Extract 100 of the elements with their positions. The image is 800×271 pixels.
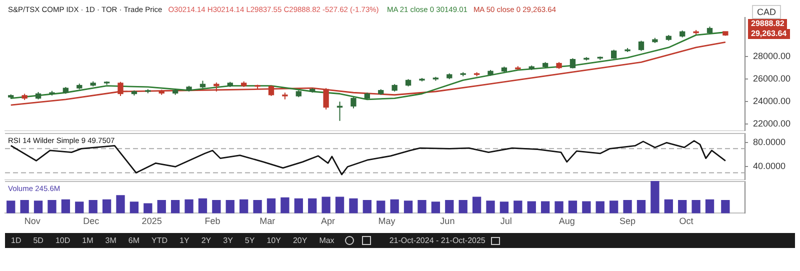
bar bbox=[486, 200, 495, 214]
bar bbox=[582, 201, 591, 214]
x-tick-label: Nov bbox=[24, 216, 41, 226]
bar bbox=[116, 195, 125, 214]
bar bbox=[376, 200, 386, 214]
bar bbox=[445, 200, 454, 214]
bar bbox=[568, 200, 578, 214]
bar bbox=[212, 200, 221, 214]
text: 6M bbox=[127, 236, 141, 245]
bar bbox=[240, 199, 248, 214]
bar bbox=[34, 200, 43, 214]
bar bbox=[390, 199, 399, 214]
y-tick-label: 26000.00 bbox=[753, 74, 791, 84]
bar bbox=[500, 202, 509, 214]
candlestick bbox=[474, 72, 480, 77]
bar bbox=[636, 200, 646, 214]
candlestick bbox=[460, 72, 466, 77]
bar bbox=[362, 200, 372, 214]
bar bbox=[322, 196, 330, 214]
bar bbox=[294, 198, 303, 214]
text: 3Y bbox=[222, 236, 234, 245]
x-tick-label: Feb bbox=[204, 216, 220, 226]
bar bbox=[664, 199, 673, 214]
candlestick bbox=[638, 40, 644, 52]
text: Max bbox=[318, 236, 336, 245]
text: 20Y bbox=[292, 236, 308, 245]
y-tick-label: 22000.00 bbox=[753, 118, 791, 129]
bar bbox=[514, 200, 522, 214]
bar bbox=[623, 200, 632, 214]
bar bbox=[335, 196, 344, 214]
x-tick-label: Jun bbox=[440, 216, 455, 226]
bar bbox=[554, 201, 564, 214]
candlestick bbox=[241, 80, 247, 88]
bar bbox=[198, 198, 208, 214]
x-tick-label: Oct bbox=[679, 216, 694, 226]
bar bbox=[404, 200, 413, 214]
candlestick bbox=[131, 90, 138, 96]
bar bbox=[678, 200, 687, 214]
bar bbox=[170, 200, 180, 214]
bar bbox=[280, 197, 290, 214]
bar bbox=[308, 198, 317, 214]
candlestick bbox=[570, 58, 576, 68]
text: 5Y bbox=[244, 236, 256, 245]
text: 1M bbox=[81, 236, 94, 245]
bar bbox=[692, 200, 700, 214]
bar bbox=[418, 200, 426, 214]
candlestick bbox=[158, 89, 164, 96]
bar bbox=[610, 200, 618, 214]
candlestick bbox=[8, 94, 14, 100]
bar bbox=[20, 200, 29, 214]
y-tick-label: 40.0000 bbox=[753, 161, 786, 172]
text: YTD bbox=[150, 236, 169, 245]
text: 29888.82 bbox=[748, 19, 788, 29]
bar bbox=[650, 181, 660, 214]
x-tick-label: May bbox=[378, 216, 396, 226]
bar bbox=[540, 201, 550, 214]
candlestick bbox=[501, 66, 508, 73]
x-tick-label: Sep bbox=[620, 216, 636, 226]
candlestick bbox=[90, 80, 96, 87]
text: 5D bbox=[32, 236, 44, 245]
bar bbox=[61, 199, 70, 214]
y-tick-label: 80.0000 bbox=[753, 137, 786, 148]
candlestick bbox=[706, 26, 713, 34]
bar bbox=[253, 200, 262, 214]
text: 21-Oct-2024 - 21-Oct-2025 bbox=[388, 236, 486, 245]
candlestick bbox=[172, 88, 178, 96]
bar bbox=[266, 198, 276, 214]
bar bbox=[721, 200, 730, 214]
candlestick bbox=[350, 96, 356, 109]
candlestick bbox=[76, 83, 82, 90]
bar bbox=[184, 199, 194, 214]
candlestick bbox=[611, 49, 617, 59]
text: CAD bbox=[752, 5, 782, 19]
text: 1Y bbox=[178, 236, 190, 245]
candlestick bbox=[62, 86, 69, 94]
text: 29,263.64 bbox=[748, 29, 790, 39]
bar bbox=[527, 201, 536, 214]
candlestick bbox=[556, 62, 562, 70]
candlestick bbox=[282, 92, 288, 100]
candlestick bbox=[680, 30, 686, 38]
bar bbox=[75, 202, 84, 214]
bar bbox=[705, 199, 714, 214]
text: 2Y bbox=[200, 236, 212, 245]
x-tick-label: Apr bbox=[321, 216, 336, 226]
candlestick bbox=[419, 77, 425, 82]
x-tick-label: 2025 bbox=[142, 216, 162, 226]
candlestick bbox=[542, 62, 548, 68]
bar bbox=[6, 200, 16, 214]
bar bbox=[130, 202, 139, 214]
bar bbox=[349, 198, 358, 214]
bar bbox=[102, 199, 112, 214]
text: 1D bbox=[10, 236, 22, 245]
candlestick bbox=[364, 92, 370, 100]
text: 10D bbox=[54, 236, 72, 245]
text: 10Y bbox=[266, 236, 282, 245]
bar bbox=[458, 200, 468, 214]
candlestick bbox=[214, 82, 220, 92]
candlestick bbox=[378, 88, 384, 96]
bar bbox=[88, 200, 98, 214]
bar bbox=[431, 202, 440, 214]
